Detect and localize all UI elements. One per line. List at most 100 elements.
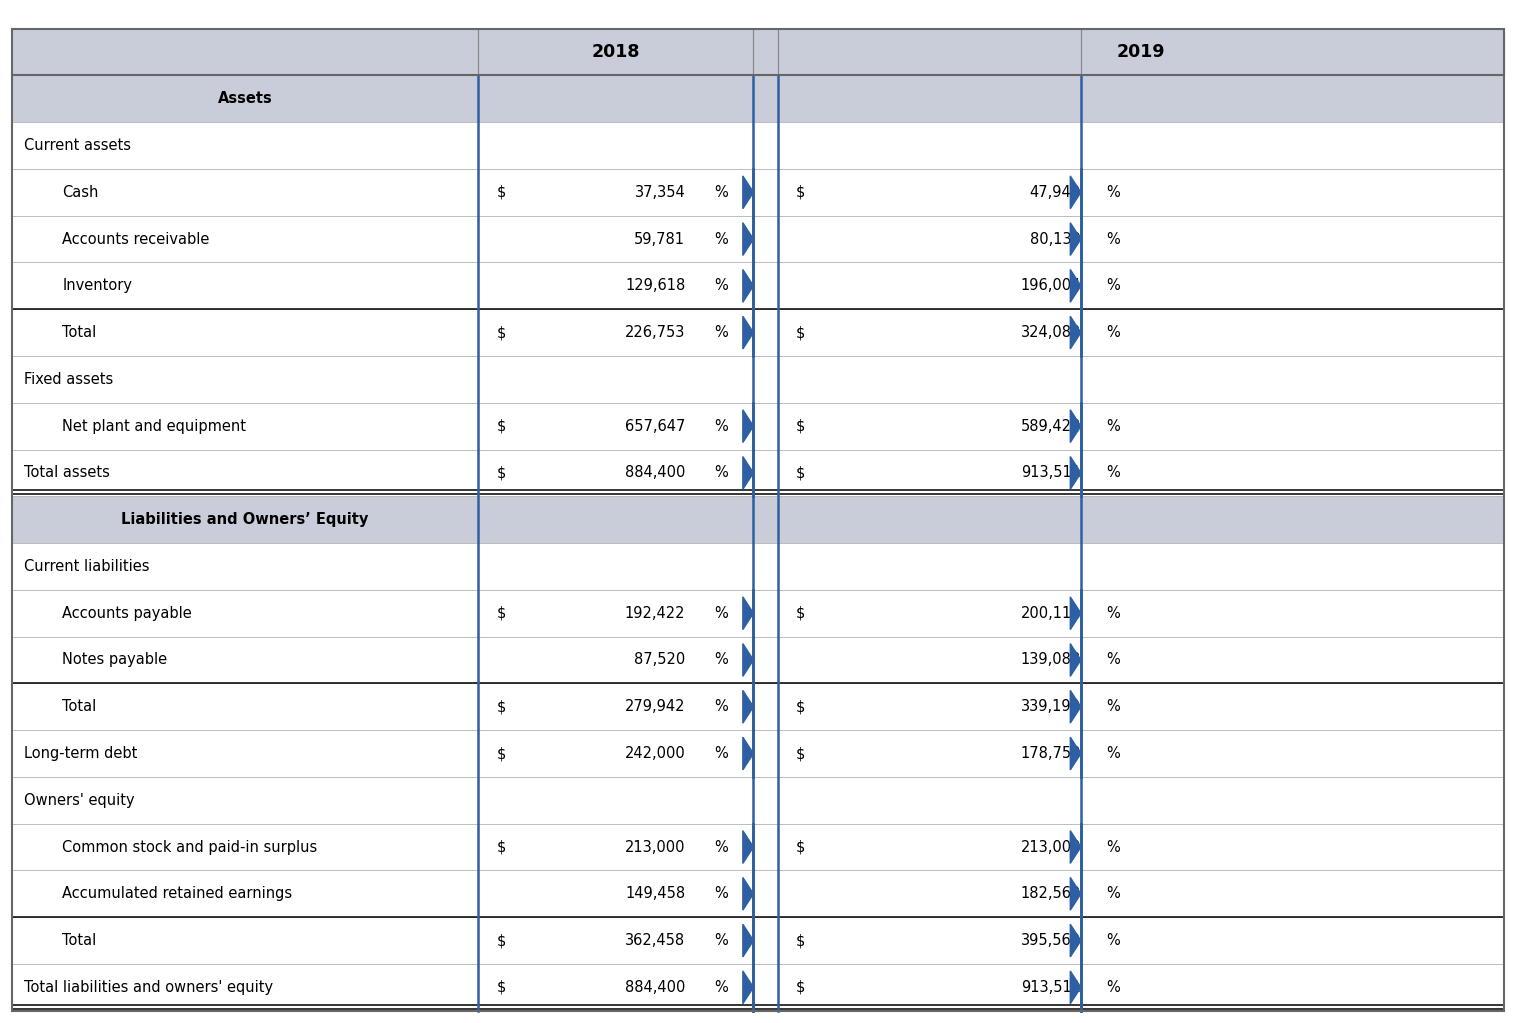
Polygon shape: [1070, 878, 1081, 910]
Text: %: %: [714, 278, 728, 294]
Bar: [12, 683, 1504, 730]
Text: 362,458: 362,458: [625, 933, 685, 948]
Polygon shape: [1070, 643, 1081, 676]
Bar: [12, 871, 1504, 918]
Text: %: %: [1107, 418, 1120, 434]
Text: %: %: [1107, 465, 1120, 481]
Text: $: $: [796, 700, 805, 714]
Text: Common stock and paid-in surplus: Common stock and paid-in surplus: [62, 840, 317, 854]
Bar: [12, 636, 1504, 683]
Polygon shape: [743, 316, 753, 349]
Bar: [12, 356, 1504, 403]
Text: %: %: [714, 886, 728, 901]
Text: 59,781: 59,781: [634, 231, 685, 247]
Text: 37,354: 37,354: [635, 185, 685, 199]
Text: %: %: [714, 418, 728, 434]
Text: $: $: [796, 418, 805, 434]
Text: %: %: [1107, 980, 1120, 994]
Text: 178,750: 178,750: [1020, 746, 1081, 761]
Text: %: %: [1107, 606, 1120, 621]
Text: 149,458: 149,458: [625, 886, 685, 901]
Text: %: %: [1107, 886, 1120, 901]
Text: Accounts receivable: Accounts receivable: [62, 231, 209, 247]
Text: $: $: [796, 933, 805, 948]
Text: %: %: [1107, 185, 1120, 199]
Text: Net plant and equipment: Net plant and equipment: [62, 418, 246, 434]
Polygon shape: [1070, 738, 1081, 770]
Text: Total: Total: [62, 700, 97, 714]
Text: $: $: [497, 325, 506, 340]
Text: $: $: [796, 746, 805, 761]
Text: $: $: [497, 980, 506, 994]
Text: 589,428: 589,428: [1020, 418, 1081, 434]
Text: 213,000: 213,000: [1020, 840, 1081, 854]
Text: 324,083: 324,083: [1020, 325, 1081, 340]
Text: 884,400: 884,400: [625, 465, 685, 481]
Text: Long-term debt: Long-term debt: [24, 746, 138, 761]
Text: %: %: [714, 746, 728, 761]
Text: 242,000: 242,000: [625, 746, 685, 761]
Text: %: %: [714, 325, 728, 340]
Text: %: %: [1107, 231, 1120, 247]
Text: Cash: Cash: [62, 185, 99, 199]
Bar: [12, 403, 1504, 449]
Text: $: $: [796, 325, 805, 340]
Text: 200,111: 200,111: [1020, 606, 1081, 621]
Text: $: $: [497, 933, 506, 948]
Text: Notes payable: Notes payable: [62, 653, 167, 667]
Bar: [12, 169, 1504, 216]
Bar: [12, 216, 1504, 263]
Text: 2019: 2019: [1117, 43, 1164, 61]
Bar: [12, 543, 1504, 590]
Polygon shape: [743, 878, 753, 910]
Bar: [12, 776, 1504, 824]
Text: Owners' equity: Owners' equity: [24, 793, 135, 808]
Text: 279,942: 279,942: [625, 700, 685, 714]
Text: %: %: [714, 933, 728, 948]
Text: 657,647: 657,647: [625, 418, 685, 434]
Text: Accumulated retained earnings: Accumulated retained earnings: [62, 886, 293, 901]
Polygon shape: [743, 738, 753, 770]
Text: 395,562: 395,562: [1020, 933, 1081, 948]
Text: 139,088: 139,088: [1020, 653, 1081, 667]
Polygon shape: [1070, 223, 1081, 256]
Polygon shape: [743, 269, 753, 302]
Text: 47,940: 47,940: [1029, 185, 1081, 199]
Polygon shape: [743, 643, 753, 676]
Text: %: %: [1107, 840, 1120, 854]
Polygon shape: [743, 223, 753, 256]
Bar: [12, 449, 1504, 496]
Text: 226,753: 226,753: [625, 325, 685, 340]
Text: Current assets: Current assets: [24, 138, 132, 153]
Text: %: %: [1107, 933, 1120, 948]
Text: 182,562: 182,562: [1020, 886, 1081, 901]
Text: 913,511: 913,511: [1020, 980, 1081, 994]
Text: %: %: [1107, 325, 1120, 340]
Text: %: %: [714, 231, 728, 247]
Text: $: $: [796, 606, 805, 621]
Text: 192,422: 192,422: [625, 606, 685, 621]
Polygon shape: [1070, 269, 1081, 302]
Polygon shape: [743, 831, 753, 863]
Text: Total: Total: [62, 933, 97, 948]
Text: $: $: [796, 185, 805, 199]
Text: 80,139: 80,139: [1029, 231, 1081, 247]
Text: $: $: [796, 980, 805, 994]
Text: Assets: Assets: [217, 91, 273, 106]
Polygon shape: [743, 691, 753, 723]
Polygon shape: [743, 176, 753, 209]
Text: %: %: [1107, 278, 1120, 294]
Text: %: %: [714, 185, 728, 199]
Text: Inventory: Inventory: [62, 278, 132, 294]
Text: Total assets: Total assets: [24, 465, 111, 481]
Text: $: $: [497, 418, 506, 434]
Bar: [12, 263, 1504, 309]
Text: %: %: [714, 840, 728, 854]
Polygon shape: [1070, 410, 1081, 443]
Text: $: $: [497, 840, 506, 854]
Bar: [12, 824, 1504, 871]
Bar: [12, 122, 1504, 169]
Text: %: %: [714, 980, 728, 994]
Polygon shape: [1070, 456, 1081, 489]
Text: %: %: [1107, 700, 1120, 714]
